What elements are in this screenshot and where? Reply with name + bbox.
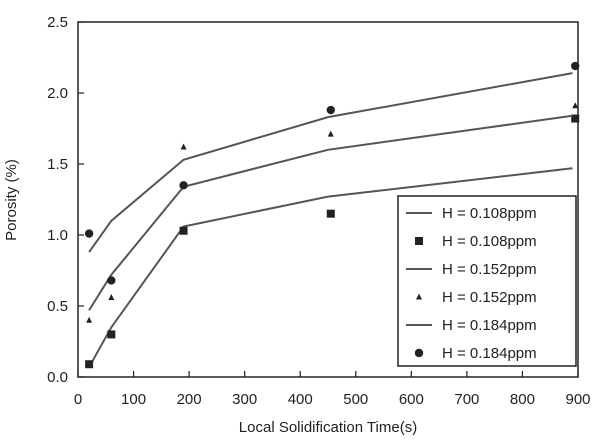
y-axis-ticks: 0.0 0.5 1.0 1.5 2.0 2.5 [47, 14, 84, 386]
data-point-circle [571, 61, 580, 71]
y-tick-label: 0.5 [47, 298, 68, 315]
data-point-triangle [86, 316, 93, 323]
series-line [88, 72, 573, 253]
data-point-circle [107, 276, 116, 285]
data-point-triangle [572, 102, 579, 109]
legend-marker-swatch [414, 348, 424, 358]
x-tick-label: 0 [74, 391, 82, 408]
data-point-square [107, 330, 116, 339]
series-layer [84, 61, 580, 369]
data-point-triangle [180, 143, 187, 150]
x-tick-label: 600 [399, 391, 424, 408]
data-point-square [571, 114, 580, 123]
legend-marker-swatch [416, 293, 422, 300]
x-tick-label: 900 [565, 391, 590, 408]
plot-frame [77, 21, 579, 378]
legend-entry-label: H = 0.108ppm [442, 233, 537, 250]
series-line [88, 167, 573, 368]
data-point-circle [326, 105, 335, 115]
data-point-circle [179, 181, 188, 190]
legend-entry-label: H = 0.184ppm [442, 345, 537, 362]
legend-entry-label: H = 0.184ppm [442, 317, 537, 334]
x-axis-ticks: 0 100 200 300 400 500 600 700 800 900 [74, 371, 591, 408]
legend-marker-swatch [415, 237, 423, 245]
legend-entry-label: H = 0.108ppm [442, 205, 537, 222]
x-tick-label: 800 [510, 391, 535, 408]
data-point-triangle [327, 130, 334, 137]
y-tick-label: 2.0 [47, 85, 68, 102]
x-tick-label: 700 [454, 391, 479, 408]
data-point-circle [84, 229, 94, 238]
data-point-square [326, 209, 335, 218]
y-tick-label: 1.0 [47, 227, 68, 244]
data-point-square [179, 226, 188, 235]
legend: H = 0.108ppm H = 0.108ppm H = 0.152ppm H = … [397, 195, 577, 367]
x-tick-label: 500 [343, 391, 368, 408]
data-point-triangle [108, 293, 115, 300]
legend-entry-label: H = 0.152ppm [442, 261, 537, 278]
y-tick-label: 1.5 [47, 156, 68, 173]
y-tick-label: 2.5 [47, 14, 68, 31]
x-tick-label: 100 [121, 391, 146, 408]
data-point-square [85, 360, 94, 369]
y-axis-label: Porosity (%) [3, 159, 20, 241]
y-tick-label: 0.0 [47, 369, 68, 386]
x-tick-label: 300 [232, 391, 257, 408]
x-tick-label: 200 [177, 391, 202, 408]
x-axis-label: Local Solidification Time(s) [239, 419, 417, 436]
legend-box [397, 195, 577, 367]
x-tick-label: 400 [288, 391, 313, 408]
legend-entry-label: H = 0.152ppm [442, 289, 537, 306]
